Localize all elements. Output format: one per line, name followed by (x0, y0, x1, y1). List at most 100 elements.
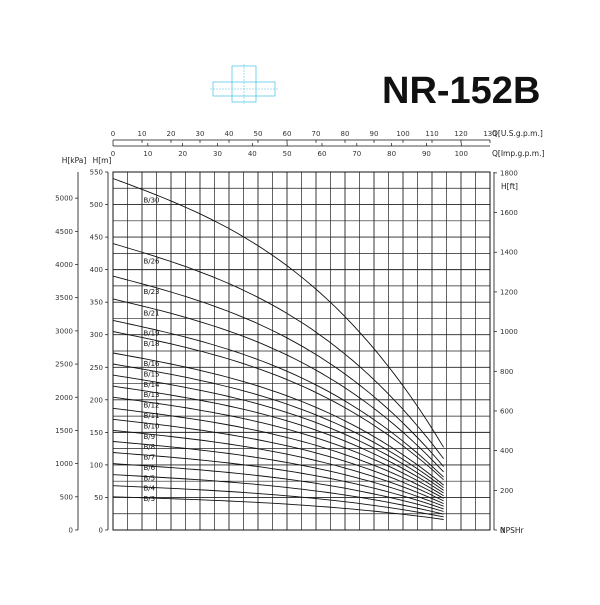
curves (112, 178, 444, 520)
curve-labels: B/30 B/26 B/23 B/21 B/19 B/18 B/16 B/15 B/14 B/13… (143, 197, 160, 504)
y-left-m-tick-label: 50 (94, 494, 103, 502)
y-left-kpa-tick-label: 1000 (55, 460, 73, 468)
curve-label-b-9: B/9 (143, 433, 155, 441)
x-top-secondary-tick-label: 30 (213, 150, 222, 158)
curve-label-b-6: B/6 (143, 464, 155, 472)
x-top-primary-tick-label: 60 (283, 130, 292, 138)
x-top-secondary-tick-label: 0 (111, 150, 115, 158)
curve-label-b-3: B/3 (143, 495, 155, 503)
y-right-ft-label: H[ft] (501, 182, 518, 191)
curve-b-30 (112, 178, 444, 448)
curve-b-6 (112, 463, 444, 512)
x-top-secondary-tick-label: 20 (178, 150, 187, 158)
curve-b-4 (112, 485, 444, 518)
x-top-secondary-tick-label: 50 (283, 150, 292, 158)
x-top-secondary-tick-label: 80 (387, 150, 396, 158)
y-left-m-tick-label: 550 (90, 169, 103, 177)
curve-label-b-8: B/8 (143, 443, 155, 451)
curve-b-19 (112, 319, 444, 478)
y-left-kpa-tick-label: 2000 (55, 394, 73, 402)
y-left-kpa-tick-label: 2500 (55, 361, 73, 369)
curve-label-b-5: B/5 (143, 474, 155, 482)
npsh-label: NPSHr (500, 526, 525, 535)
pump-fitting-icon (210, 64, 278, 104)
y-left-m-tick-label: 0 (99, 527, 103, 535)
x-top-primary-tick-label: 80 (341, 130, 350, 138)
grid (112, 171, 491, 531)
curve-b-23 (112, 275, 444, 467)
curve-label-b-26: B/26 (143, 257, 160, 265)
curve-label-b-19: B/19 (143, 330, 159, 338)
x-top-primary-tick-label: 0 (111, 130, 115, 138)
x-top-secondary-tick-label: 60 (317, 150, 326, 158)
x-top-primary-label: Q[U.S.g.p.m.] (492, 129, 543, 138)
curve-label-b-4: B/4 (143, 485, 155, 493)
y-left-kpa-tick-label: 500 (60, 493, 73, 501)
model-title: NR-152B (382, 70, 540, 112)
curve-label-b-11: B/11 (143, 412, 159, 420)
x-top-primary-tick-label: 50 (254, 130, 263, 138)
plot-frame (112, 171, 491, 531)
y-left-m-tick-label: 150 (90, 429, 103, 437)
y-left-m-tick-label: 100 (90, 461, 103, 469)
curve-label-b-16: B/16 (143, 360, 160, 368)
x-top-primary-tick-label: 30 (196, 130, 205, 138)
x-top-primary-tick-label: 40 (225, 130, 234, 138)
y-left-m-label: H[m] (93, 156, 112, 165)
curve-b-21 (112, 298, 444, 473)
y-left-kpa-tick-label: 3500 (55, 294, 73, 302)
curve-b-18 (112, 331, 444, 481)
y-right-ft-tick-label: 600 (500, 407, 513, 415)
y-right-ft-tick-label: 800 (500, 368, 513, 376)
curve-label-b-15: B/15 (143, 370, 159, 378)
curve-b-10 (112, 418, 444, 502)
x-top-secondary-tick-label: 70 (352, 150, 361, 158)
curve-b-26 (112, 243, 444, 459)
y-left-m-tick-label: 500 (90, 201, 103, 209)
x-top-primary-tick-label: 90 (370, 130, 379, 138)
y-right-ft-tick-label: 1000 (500, 328, 518, 336)
y-right-ft-tick-label: 0 (500, 527, 504, 535)
curve-label-b-18: B/18 (143, 340, 159, 348)
y-left-kpa-tick-label: 5000 (55, 195, 73, 203)
curve-b-12 (112, 396, 444, 497)
x-top-secondary-tick-label: 10 (143, 150, 152, 158)
x-top-primary-tick-label: 10 (138, 130, 147, 138)
curve-label-b-21: B/21 (143, 309, 159, 317)
y-left-kpa-tick-label: 4000 (55, 261, 73, 269)
y-right-ft-tick-label: 400 (500, 447, 513, 455)
curve-b-13 (112, 385, 444, 494)
x-top-primary-tick-label: 20 (167, 130, 176, 138)
y-right-ft-tick-label: 1800 (500, 169, 518, 177)
y-right-ft-tick-label: 1600 (500, 209, 518, 217)
x-top-primary-tick-label: 110 (425, 130, 438, 138)
curve-b-14 (112, 374, 444, 491)
curve-b-7 (112, 452, 444, 510)
y-right-ft-tick-label: 200 (500, 487, 513, 495)
curve-b-8 (112, 441, 444, 507)
x-top-primary-tick-label: 130 (483, 130, 496, 138)
curve-label-b-23: B/23 (143, 288, 159, 296)
curve-label-b-30: B/30 (143, 197, 159, 205)
curve-label-b-12: B/12 (143, 402, 159, 410)
curve-b-15 (112, 363, 444, 489)
curve-b-11 (112, 407, 444, 499)
y-left-kpa-tick-label: 1500 (55, 427, 73, 435)
x-top-primary-tick-label: 70 (312, 130, 321, 138)
x-top-secondary-label: Q[Imp.g.p.m.] (492, 149, 544, 158)
y-left-m-tick-label: 350 (90, 299, 103, 307)
x-top-secondary-tick-label: 90 (422, 150, 431, 158)
curve-b-16 (112, 352, 444, 486)
curve-label-b-13: B/13 (143, 391, 159, 399)
curve-b-3 (112, 496, 444, 520)
curve-label-b-14: B/14 (143, 381, 160, 389)
y-left-kpa-tick-label: 3000 (55, 327, 73, 335)
y-left-kpa-tick-label: 0 (69, 527, 73, 535)
y-left-m-tick-label: 400 (90, 266, 103, 274)
x-top-primary-tick-label: 120 (454, 130, 467, 138)
curve-b-5 (112, 474, 444, 515)
y-left-m-tick-label: 450 (90, 234, 103, 242)
y-left-kpa-label: H[kPa] (62, 156, 87, 165)
